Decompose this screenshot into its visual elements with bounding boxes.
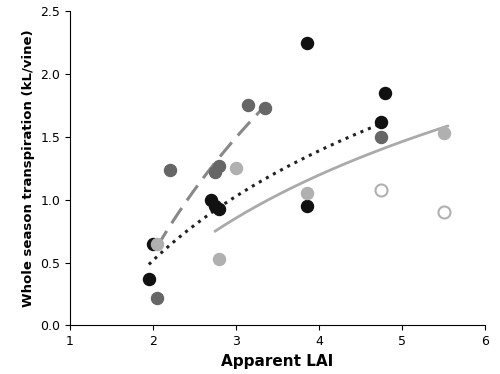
Point bbox=[244, 102, 252, 108]
Point bbox=[153, 295, 161, 301]
Point bbox=[378, 119, 386, 125]
Point bbox=[302, 190, 310, 196]
Point bbox=[378, 187, 386, 193]
Point bbox=[207, 197, 215, 203]
Point bbox=[145, 276, 153, 282]
Point bbox=[149, 241, 157, 247]
Point bbox=[211, 169, 219, 175]
Point bbox=[440, 130, 448, 136]
Point bbox=[216, 206, 224, 212]
Y-axis label: Whole season transpiration (kL/vine): Whole season transpiration (kL/vine) bbox=[22, 30, 35, 307]
Point bbox=[166, 166, 173, 172]
Point bbox=[261, 105, 269, 111]
Point bbox=[440, 209, 448, 215]
Point bbox=[211, 203, 219, 209]
Point bbox=[302, 40, 310, 46]
Point bbox=[216, 256, 224, 262]
Point bbox=[153, 241, 161, 247]
Point bbox=[382, 90, 390, 96]
Point bbox=[302, 203, 310, 209]
Point bbox=[378, 134, 386, 140]
Point bbox=[216, 163, 224, 169]
X-axis label: Apparent LAI: Apparent LAI bbox=[222, 354, 334, 369]
Point bbox=[232, 165, 240, 171]
